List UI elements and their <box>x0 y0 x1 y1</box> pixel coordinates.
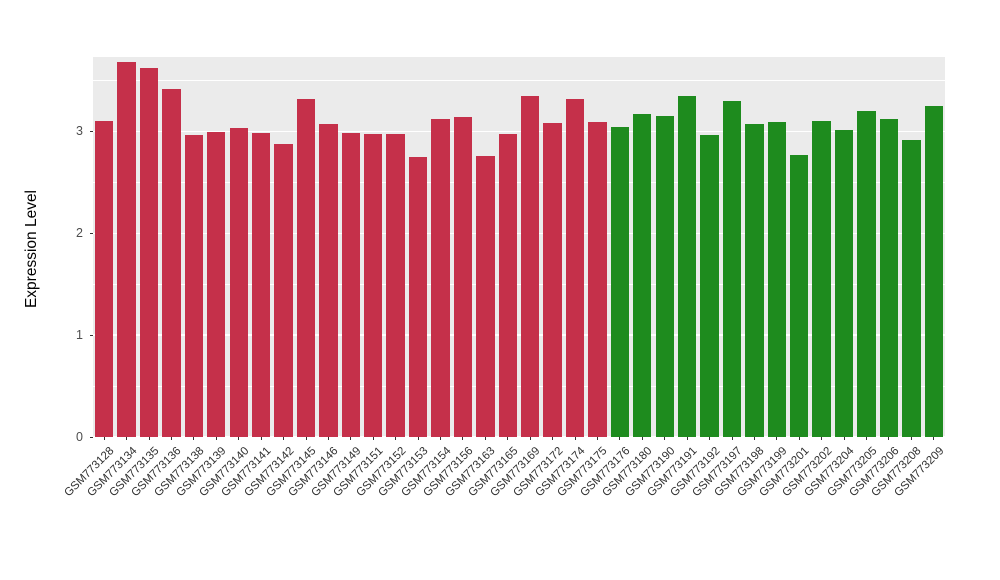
x-tick-mark <box>641 437 643 440</box>
bar-GSM773142 <box>274 143 293 437</box>
bar-GSM773141 <box>251 133 271 437</box>
bar-GSM773151 <box>364 134 383 437</box>
y-tick-label: 2 <box>76 226 83 241</box>
x-tick-mark <box>440 437 442 440</box>
bar-GSM773165 <box>498 134 517 437</box>
gridline-major <box>93 334 945 336</box>
x-tick-mark <box>933 437 935 440</box>
bar-GSM773180 <box>633 114 652 437</box>
x-tick-mark <box>619 437 621 440</box>
bar-GSM773192 <box>700 135 719 437</box>
x-tick-mark <box>731 437 733 440</box>
x-tick-mark <box>305 437 307 440</box>
gridline-minor <box>93 181 945 183</box>
bar-GSM773172 <box>543 123 562 437</box>
bar-GSM773197 <box>722 100 742 437</box>
x-tick-mark <box>417 437 419 440</box>
bar-GSM773176 <box>610 127 630 437</box>
bar-GSM773135 <box>139 68 159 437</box>
bar-GSM773146 <box>319 124 338 437</box>
x-tick-mark <box>529 437 531 440</box>
bar-GSM773201 <box>790 154 809 437</box>
x-tick-mark <box>866 437 868 440</box>
x-tick-mark <box>664 437 666 440</box>
x-tick-mark <box>193 437 195 440</box>
x-tick-mark <box>798 437 800 440</box>
x-tick-mark <box>574 437 576 440</box>
x-tick-mark <box>776 437 778 440</box>
x-tick-mark <box>709 437 711 440</box>
gridline-major <box>93 232 945 234</box>
bar-GSM773145 <box>296 98 316 437</box>
bar-GSM773190 <box>655 116 674 437</box>
bar-GSM773208 <box>902 139 921 437</box>
y-tick-mark <box>90 130 93 132</box>
bar-GSM773153 <box>408 156 428 437</box>
x-tick-mark <box>596 437 598 440</box>
x-tick-mark <box>260 437 262 440</box>
y-axis: 0 1 2 3 <box>0 57 93 444</box>
x-tick-mark <box>126 437 128 440</box>
x-tick-mark <box>170 437 172 440</box>
bar-GSM773175 <box>588 122 607 437</box>
bar-GSM773169 <box>521 95 540 437</box>
gridline-minor <box>93 385 945 387</box>
x-tick-mark <box>462 437 464 440</box>
y-tick-mark <box>90 436 93 438</box>
bar-GSM773205 <box>857 111 876 437</box>
x-tick-mark <box>552 437 554 440</box>
x-tick-mark <box>484 437 486 440</box>
x-tick-mark <box>686 437 688 440</box>
bar-GSM773202 <box>812 121 831 437</box>
x-tick-mark <box>327 437 329 440</box>
bar-GSM773191 <box>677 95 697 437</box>
bar-GSM773174 <box>565 98 585 437</box>
bar-GSM773134 <box>117 62 136 437</box>
x-tick-mark <box>215 437 217 440</box>
x-tick-mark <box>888 437 890 440</box>
bar-GSM773204 <box>834 130 854 437</box>
x-tick-mark <box>238 437 240 440</box>
bar-GSM773199 <box>767 122 787 437</box>
bar-GSM773206 <box>879 119 899 437</box>
x-tick-mark <box>821 437 823 440</box>
bar-GSM773139 <box>207 132 226 437</box>
bar-GSM773209 <box>924 105 943 437</box>
bar-GSM773136 <box>162 88 181 437</box>
x-tick-mark <box>372 437 374 440</box>
x-tick-mark <box>507 437 509 440</box>
y-tick-mark <box>90 334 93 336</box>
x-tick-mark <box>350 437 352 440</box>
gridline-minor <box>93 80 945 81</box>
x-axis: GSM773128 GSM773134 GSM773135 GSM773136 GSM7… <box>63 437 946 577</box>
x-tick-mark <box>910 437 912 440</box>
bar-GSM773138 <box>184 135 204 437</box>
gridline-minor <box>93 283 945 285</box>
y-tick-label: 3 <box>76 124 83 139</box>
y-tick-mark <box>90 232 93 234</box>
x-tick-mark <box>843 437 845 440</box>
gridline-major <box>93 436 945 438</box>
bar-GSM773128 <box>95 121 114 437</box>
bar-GSM773156 <box>453 117 473 437</box>
bar-GSM773163 <box>476 155 495 437</box>
bar-GSM773198 <box>745 124 764 437</box>
gridline-major <box>93 130 945 133</box>
bar-GSM773149 <box>341 133 361 437</box>
x-tick-mark <box>148 437 150 440</box>
x-tick-mark <box>283 437 285 440</box>
y-tick-label: 1 <box>76 328 83 343</box>
bar-GSM773152 <box>386 134 405 437</box>
plot-panel <box>93 57 945 438</box>
y-tick-label: 0 <box>76 430 83 444</box>
x-tick-mark <box>753 437 755 440</box>
x-tick-mark <box>103 437 105 440</box>
bar-GSM773140 <box>229 128 248 437</box>
x-tick-mark <box>395 437 397 440</box>
bar-GSM773154 <box>431 119 450 437</box>
